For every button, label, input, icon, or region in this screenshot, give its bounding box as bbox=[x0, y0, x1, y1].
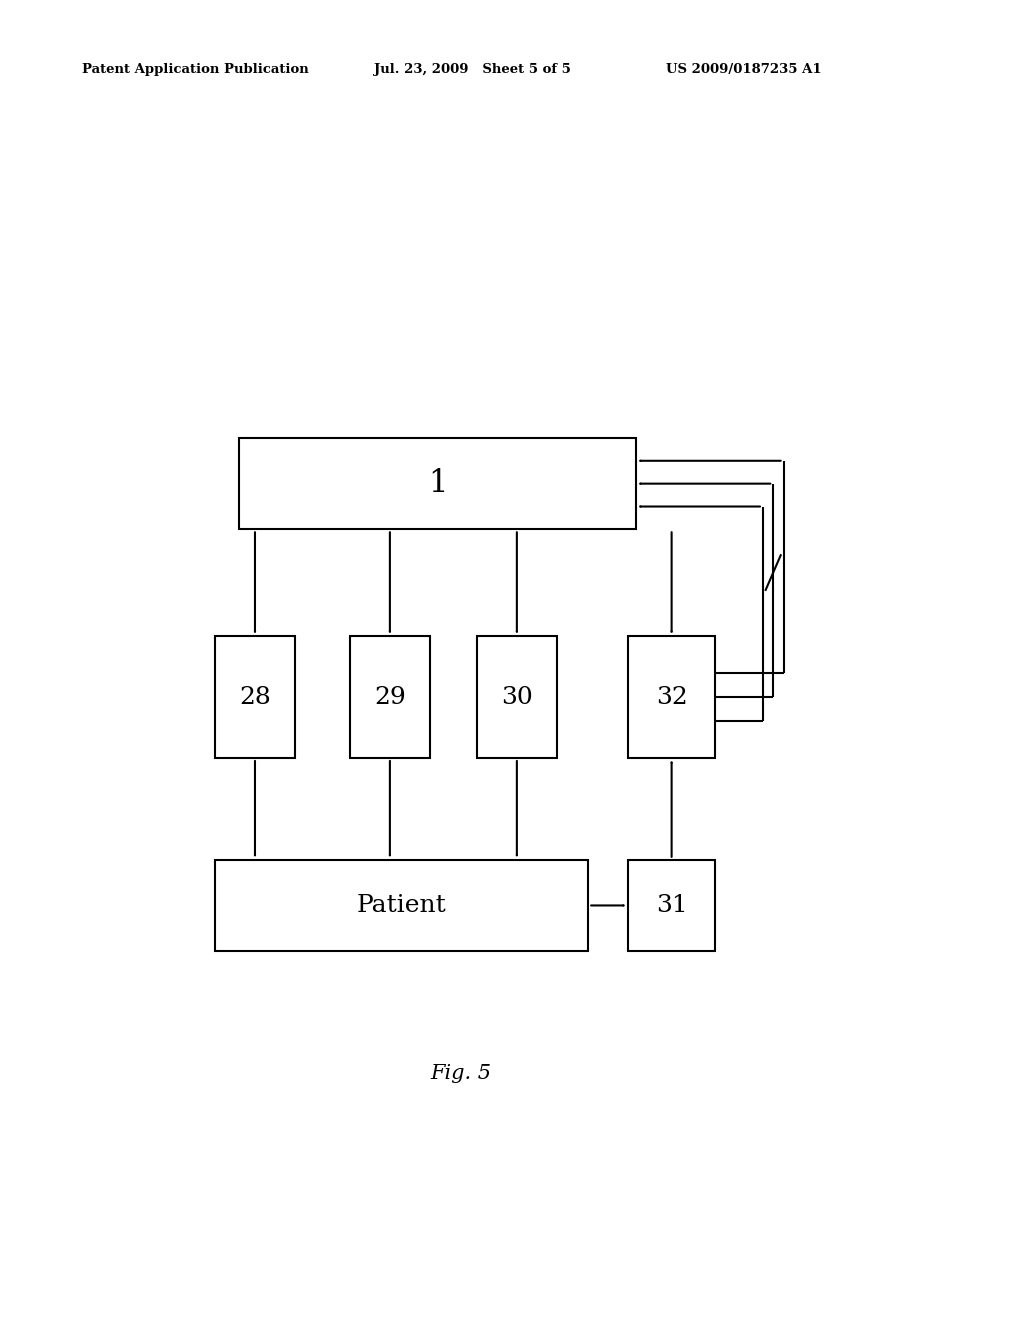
Bar bbox=[240, 438, 636, 529]
Text: Jul. 23, 2009   Sheet 5 of 5: Jul. 23, 2009 Sheet 5 of 5 bbox=[374, 63, 570, 77]
Bar bbox=[215, 636, 295, 758]
Text: 28: 28 bbox=[239, 685, 271, 709]
Bar bbox=[350, 636, 430, 758]
Text: Fig. 5: Fig. 5 bbox=[431, 1064, 492, 1082]
Text: Patient: Patient bbox=[357, 894, 446, 917]
Text: 32: 32 bbox=[655, 685, 687, 709]
Text: 29: 29 bbox=[374, 685, 406, 709]
Bar bbox=[477, 636, 557, 758]
Text: 1: 1 bbox=[428, 469, 447, 499]
Text: US 2009/0187235 A1: US 2009/0187235 A1 bbox=[666, 63, 821, 77]
Bar bbox=[628, 859, 716, 952]
Text: Patent Application Publication: Patent Application Publication bbox=[82, 63, 308, 77]
Bar bbox=[628, 636, 716, 758]
Text: 31: 31 bbox=[655, 894, 687, 917]
Text: 30: 30 bbox=[501, 685, 532, 709]
Bar bbox=[215, 859, 588, 952]
